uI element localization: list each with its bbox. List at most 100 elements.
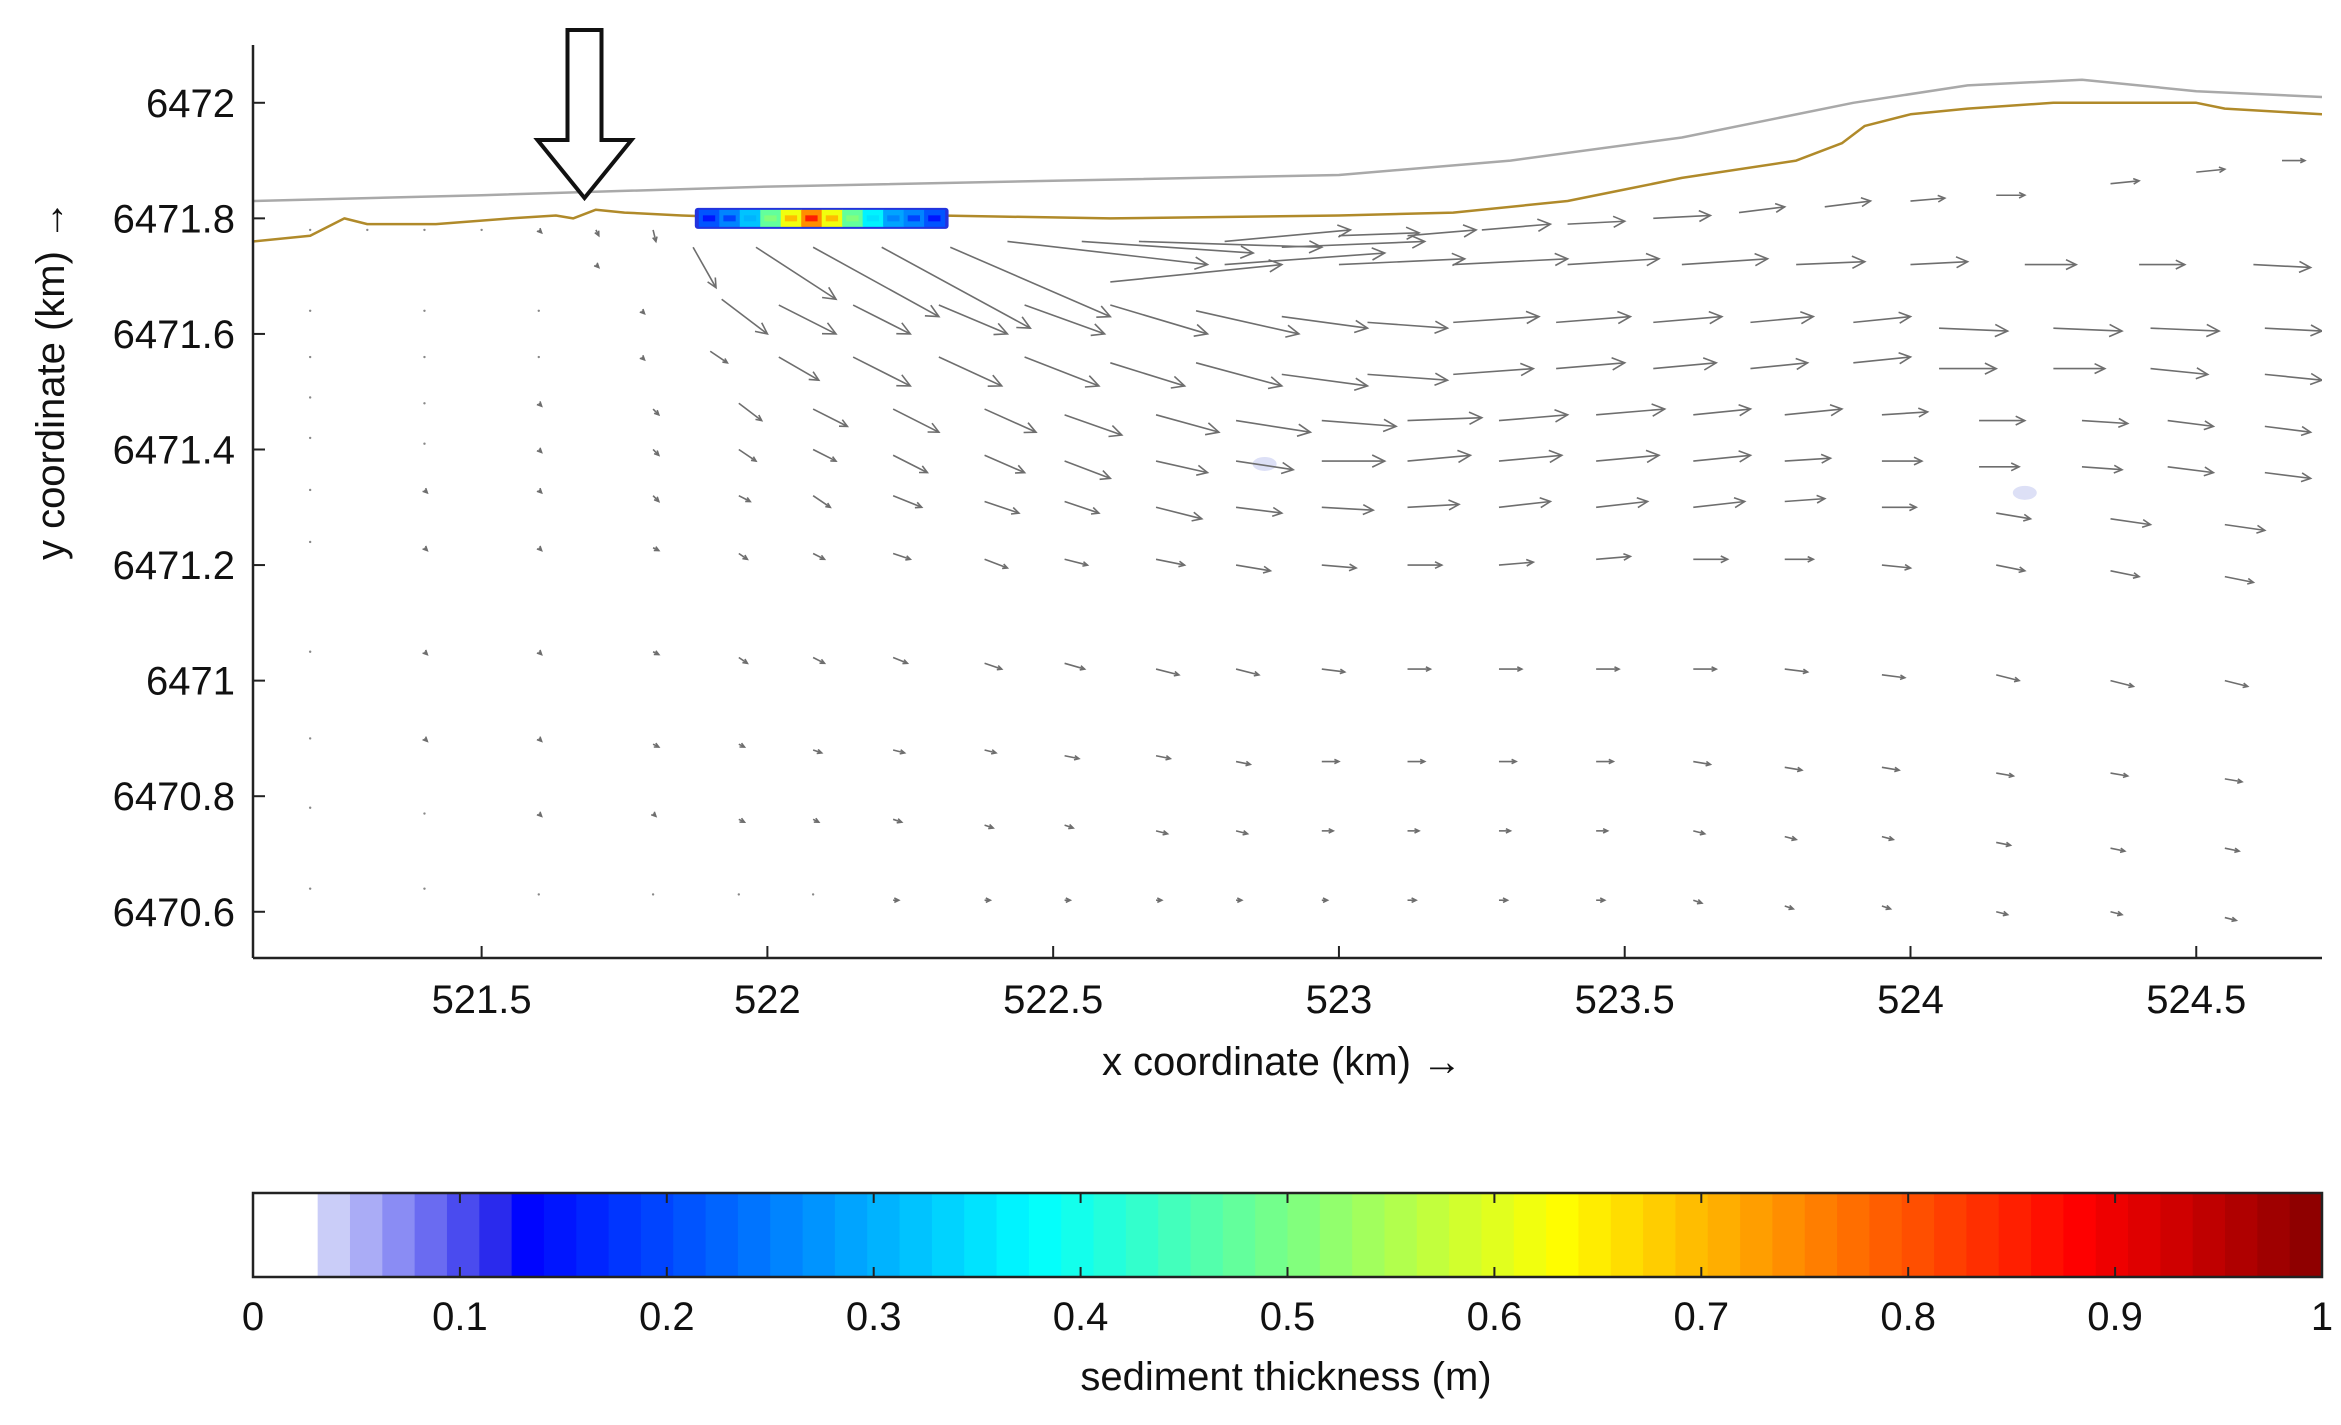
- velocity-vector: [892, 408, 941, 434]
- velocity-vector: [1796, 255, 1867, 270]
- colorbar-swatch: [1093, 1193, 1127, 1277]
- velocity-vector: [652, 408, 661, 417]
- velocity-vector: [1407, 758, 1427, 765]
- velocity-vector: [1498, 666, 1524, 673]
- velocity-vector: [423, 309, 426, 313]
- velocity-vector: [1498, 409, 1570, 423]
- colorbar-swatch: [1578, 1193, 1612, 1277]
- x-tick-label: 524.5: [2146, 978, 2246, 1022]
- velocity-vector: [1235, 419, 1313, 437]
- colorbar-swatch: [317, 1193, 351, 1277]
- velocity-vector: [423, 887, 426, 890]
- velocity-vector: [692, 246, 717, 290]
- velocity-vector: [1784, 555, 1816, 563]
- velocity-vector: [1596, 758, 1616, 765]
- velocity-vector: [1321, 897, 1330, 904]
- colorbar-swatch: [253, 1193, 286, 1277]
- velocity-vector: [2264, 425, 2313, 437]
- sediment-patch-small: [1252, 456, 1277, 471]
- colorbar-swatch: [1222, 1193, 1256, 1277]
- velocity-vector: [1693, 496, 1747, 509]
- velocity-vector: [812, 495, 832, 509]
- velocity-vector: [1693, 555, 1730, 564]
- velocity-vector: [1653, 310, 1724, 325]
- colorbar-swatch: [1158, 1193, 1192, 1277]
- velocity-vector: [738, 656, 749, 665]
- x-tick-label: 524: [1877, 978, 1944, 1022]
- velocity-vector: [1155, 414, 1221, 436]
- velocity-vector: [1881, 766, 1901, 773]
- sediment-patch-core: [887, 215, 900, 222]
- velocity-vector: [2053, 362, 2107, 375]
- velocity-vector: [892, 818, 904, 824]
- velocity-vector: [1321, 758, 1341, 765]
- velocity-vector: [422, 736, 429, 743]
- velocity-vector: [949, 246, 1112, 318]
- velocity-vector: [2110, 910, 2124, 917]
- velocity-vector: [984, 823, 995, 830]
- velocity-vector: [709, 350, 729, 364]
- velocity-vector: [1693, 829, 1707, 836]
- velocity-vector: [422, 649, 429, 656]
- velocity-vector: [1024, 356, 1101, 388]
- velocity-vector: [594, 229, 600, 238]
- velocity-vector: [308, 540, 312, 544]
- velocity-vector: [1996, 772, 2016, 779]
- velocity-vector: [1596, 449, 1661, 464]
- colorbar-swatch: [1837, 1193, 1871, 1277]
- velocity-vector: [308, 650, 312, 653]
- sediment-patch-core: [805, 215, 818, 222]
- velocity-vector: [984, 408, 1038, 434]
- velocity-vector: [1853, 351, 1913, 365]
- velocity-vector: [1064, 414, 1124, 438]
- colorbar-swatch: [2128, 1193, 2161, 1277]
- colorbar-swatch: [899, 1193, 933, 1277]
- y-tick-label: 6470.6: [113, 891, 235, 935]
- velocity-vector: [1235, 760, 1253, 767]
- colorbar-swatch: [382, 1193, 416, 1277]
- velocity-vector: [812, 817, 821, 824]
- y-tick-label: 6471.4: [113, 428, 235, 472]
- velocity-vector: [650, 811, 658, 818]
- y-axis-label: y coordinate (km) →: [29, 200, 73, 560]
- colorbar-swatch: [1513, 1193, 1547, 1277]
- sediment-patch-core: [866, 215, 880, 222]
- velocity-vector: [2150, 323, 2221, 338]
- sediment-patch-core: [784, 215, 798, 222]
- colorbar-label: sediment thickness (m): [1080, 1355, 1491, 1399]
- velocity-vector: [1155, 506, 1204, 522]
- sediment-patch-core: [702, 215, 716, 222]
- colorbar-swatch: [1352, 1193, 1386, 1277]
- y-tick-label: 6472: [146, 82, 235, 126]
- velocity-vector: [811, 893, 815, 896]
- velocity-vector: [1235, 506, 1284, 518]
- colorbar-tick-label: 0.2: [639, 1295, 695, 1339]
- velocity-vector: [308, 355, 312, 359]
- velocity-vector: [1064, 460, 1113, 481]
- velocity-vector: [1556, 357, 1627, 371]
- velocity-vector: [2253, 260, 2313, 274]
- velocity-vector: [2196, 166, 2227, 174]
- colorbar-tick-label: 0.7: [1673, 1295, 1729, 1339]
- velocity-vector: [1155, 668, 1181, 677]
- velocity-vector: [423, 355, 426, 359]
- colorbar-swatch: [673, 1193, 707, 1277]
- velocity-vector: [1881, 904, 1893, 911]
- colorbar-swatch: [479, 1193, 513, 1277]
- colorbar-swatch: [1449, 1193, 1483, 1277]
- velocity-vector: [536, 811, 543, 818]
- colorbar-swatch: [349, 1193, 383, 1277]
- velocity-vector: [1996, 512, 2033, 522]
- velocity-vector: [1881, 407, 1930, 418]
- velocity-vector: [537, 309, 540, 313]
- colorbar-swatch: [1190, 1193, 1224, 1277]
- velocity-vector: [639, 354, 646, 362]
- velocity-vector: [2110, 570, 2141, 579]
- colorbar-swatch: [1998, 1193, 2032, 1277]
- velocity-vector: [892, 749, 907, 755]
- velocity-vector: [812, 246, 941, 318]
- velocity-vector: [652, 495, 661, 503]
- velocity-vector: [651, 893, 655, 896]
- velocity-vector: [984, 500, 1021, 515]
